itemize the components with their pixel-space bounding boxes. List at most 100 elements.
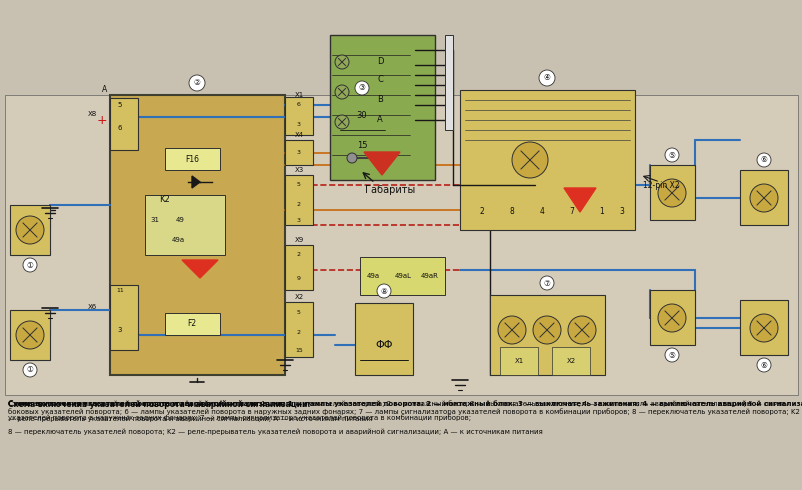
Text: 11: 11 (116, 288, 124, 293)
Text: X9: X9 (294, 237, 303, 243)
Text: ①: ① (26, 366, 34, 374)
Bar (354, 303, 412, 375)
Bar (110, 98, 138, 150)
Circle shape (334, 115, 349, 129)
Circle shape (16, 321, 44, 349)
Text: 5: 5 (297, 182, 301, 188)
Text: ⑤: ⑤ (668, 150, 674, 160)
Text: ΦΦ: ΦΦ (375, 340, 392, 350)
Bar (359, 257, 444, 295)
Circle shape (16, 216, 44, 244)
Bar (5, 95, 797, 395)
Text: A: A (102, 85, 107, 95)
Bar (285, 302, 313, 357)
Bar (285, 245, 313, 290)
Bar (10, 310, 50, 360)
Bar (649, 290, 695, 345)
Text: ③: ③ (358, 83, 365, 93)
Text: 8: 8 (509, 207, 514, 217)
Circle shape (512, 142, 547, 178)
Text: 2: 2 (479, 207, 484, 217)
Text: Габариты: Габариты (364, 185, 415, 195)
Text: C: C (377, 75, 383, 84)
Circle shape (23, 363, 37, 377)
Bar (110, 285, 138, 350)
Text: 15: 15 (295, 347, 302, 352)
Text: 49aL: 49aL (394, 273, 411, 279)
Text: Схема включения указателей поворота и аварийной сигнализации: 1 — лампы указател: Схема включения указателей поворота и ав… (8, 400, 802, 407)
Text: 2: 2 (297, 202, 301, 207)
Text: 30: 30 (356, 111, 367, 120)
Polygon shape (563, 188, 595, 212)
Text: 3: 3 (297, 150, 301, 155)
Text: X3: X3 (294, 167, 303, 173)
Text: указателей поворота в наружных задних фонарях; 7 — лампы сигнализатора указателе: указателей поворота в наружных задних фо… (8, 414, 471, 421)
Text: X1: X1 (514, 358, 523, 364)
Circle shape (749, 314, 777, 342)
Circle shape (664, 148, 678, 162)
Circle shape (539, 276, 553, 290)
Circle shape (538, 70, 554, 86)
Text: X1: X1 (294, 92, 303, 98)
Text: D: D (376, 57, 383, 67)
Bar (330, 35, 435, 180)
Bar (285, 175, 313, 225)
Text: F16: F16 (184, 154, 199, 164)
Text: +: + (96, 114, 107, 126)
Text: F2: F2 (187, 319, 196, 328)
Text: Схема включения указателей поворота и аварийной сигнализации:: Схема включения указателей поворота и ав… (8, 400, 310, 409)
Circle shape (533, 316, 561, 344)
Text: 7: 7 (569, 207, 573, 217)
Circle shape (334, 55, 349, 69)
Circle shape (756, 153, 770, 167)
Bar (489, 295, 604, 375)
Bar (649, 165, 695, 220)
Bar (110, 95, 285, 375)
Bar (460, 90, 634, 230)
Polygon shape (192, 176, 200, 188)
Text: X4: X4 (294, 132, 303, 138)
Text: 31: 31 (150, 217, 160, 223)
Text: ⑥: ⑥ (759, 361, 767, 369)
Text: 49aR: 49aR (420, 273, 439, 279)
Circle shape (749, 184, 777, 212)
Circle shape (334, 85, 349, 99)
Text: 49a: 49a (366, 273, 379, 279)
Bar (500, 347, 537, 375)
Text: X8: X8 (87, 111, 96, 117)
Text: 2: 2 (297, 252, 301, 258)
Text: ①: ① (26, 261, 34, 270)
Text: B: B (377, 96, 383, 104)
Text: 6: 6 (297, 102, 301, 107)
Text: 3: 3 (297, 122, 301, 127)
Bar (285, 97, 313, 135)
Text: 1: 1 (599, 207, 604, 217)
Text: 12-pin X2: 12-pin X2 (642, 180, 678, 190)
Text: 9: 9 (297, 275, 301, 280)
Circle shape (188, 75, 205, 91)
Text: 5: 5 (118, 102, 122, 108)
Circle shape (346, 153, 357, 163)
Circle shape (23, 258, 37, 272)
Text: Схема включения указателей поворота и аварийной сигнализации: 1 — лампы указател: Схема включения указателей поворота и ав… (8, 400, 799, 422)
Text: A: A (377, 116, 383, 124)
Text: X6: X6 (87, 304, 96, 310)
Text: 2: 2 (297, 329, 301, 335)
Bar (739, 300, 787, 355)
Circle shape (376, 284, 391, 298)
Text: ⑤: ⑤ (668, 350, 674, 360)
Text: 3: 3 (619, 207, 624, 217)
Text: 4: 4 (539, 207, 544, 217)
Circle shape (756, 358, 770, 372)
Polygon shape (182, 260, 217, 278)
Bar (739, 170, 787, 225)
Text: 6: 6 (118, 125, 122, 131)
Circle shape (664, 348, 678, 362)
Bar (10, 205, 50, 255)
Circle shape (657, 179, 685, 207)
Text: ②: ② (193, 78, 200, 88)
Bar (334, 100, 390, 170)
Circle shape (354, 81, 369, 95)
Text: 49: 49 (176, 217, 184, 223)
Bar (285, 140, 313, 165)
